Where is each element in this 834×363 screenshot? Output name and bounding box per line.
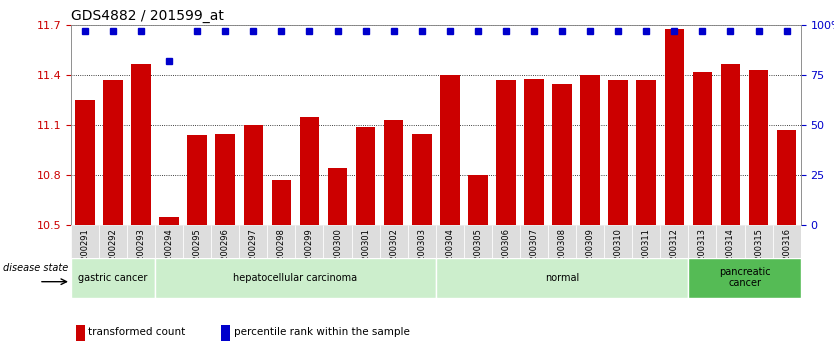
Bar (772, 225, 801, 292)
Bar (525, 79, 544, 225)
Bar (688, 258, 801, 298)
Text: GSM1200300: GSM1200300 (333, 228, 342, 284)
Bar (76, 325, 85, 341)
Text: GSM1200312: GSM1200312 (670, 228, 679, 284)
Bar (221, 325, 230, 341)
Text: normal: normal (545, 273, 579, 283)
Bar (692, 72, 712, 225)
Text: GSM1200302: GSM1200302 (389, 228, 398, 284)
Text: GSM1200295: GSM1200295 (193, 228, 202, 284)
Text: GSM1200313: GSM1200313 (698, 228, 707, 285)
Text: GSM1200298: GSM1200298 (277, 228, 286, 284)
Bar (552, 83, 572, 225)
Bar (520, 225, 548, 292)
Text: GSM1200291: GSM1200291 (80, 228, 89, 284)
Text: GSM1200309: GSM1200309 (585, 228, 595, 284)
Bar (468, 175, 488, 225)
Bar (155, 225, 183, 292)
Bar (632, 225, 661, 292)
Bar (299, 117, 319, 225)
Text: GSM1200292: GSM1200292 (108, 228, 118, 284)
Bar (131, 64, 151, 225)
Bar (688, 225, 716, 292)
Bar (604, 225, 632, 292)
Text: GSM1200308: GSM1200308 (558, 228, 566, 285)
Bar (408, 225, 435, 292)
Text: GSM1200315: GSM1200315 (754, 228, 763, 284)
Bar (776, 130, 796, 225)
Bar (464, 225, 492, 292)
Bar (188, 135, 207, 225)
Bar (608, 80, 628, 225)
Bar (75, 100, 95, 225)
Text: GSM1200303: GSM1200303 (417, 228, 426, 285)
Bar (576, 225, 604, 292)
Text: GDS4882 / 201599_at: GDS4882 / 201599_at (71, 9, 224, 23)
Bar (356, 127, 375, 225)
Bar (295, 225, 324, 292)
Text: gastric cancer: gastric cancer (78, 273, 148, 283)
Text: GSM1200299: GSM1200299 (305, 228, 314, 284)
Bar (183, 225, 211, 292)
Text: GSM1200301: GSM1200301 (361, 228, 370, 284)
Bar (268, 225, 295, 292)
Bar (159, 217, 179, 225)
Bar (435, 258, 688, 298)
Bar (721, 64, 741, 225)
Bar (749, 70, 768, 225)
Bar (127, 225, 155, 292)
Bar (412, 134, 431, 225)
Text: GSM1200296: GSM1200296 (221, 228, 229, 284)
Bar (71, 225, 99, 292)
Text: GSM1200293: GSM1200293 (137, 228, 146, 284)
Bar (548, 225, 576, 292)
Text: pancreatic
cancer: pancreatic cancer (719, 267, 771, 289)
Bar (496, 80, 515, 225)
Bar (352, 225, 379, 292)
Bar (272, 180, 291, 225)
Bar (103, 80, 123, 225)
Bar (99, 225, 127, 292)
Text: transformed count: transformed count (88, 327, 186, 337)
Bar (665, 29, 684, 225)
Bar (636, 80, 656, 225)
Bar (244, 125, 264, 225)
Text: disease state: disease state (3, 263, 68, 273)
Text: percentile rank within the sample: percentile rank within the sample (234, 327, 409, 337)
Bar (716, 225, 745, 292)
Text: GSM1200307: GSM1200307 (530, 228, 539, 285)
Bar (71, 258, 155, 298)
Bar (492, 225, 520, 292)
Bar (435, 225, 464, 292)
Text: GSM1200294: GSM1200294 (164, 228, 173, 284)
Bar (211, 225, 239, 292)
Bar (580, 75, 600, 225)
Text: GSM1200306: GSM1200306 (501, 228, 510, 285)
Text: GSM1200311: GSM1200311 (642, 228, 651, 284)
Bar (661, 225, 688, 292)
Text: GSM1200297: GSM1200297 (249, 228, 258, 284)
Bar (215, 134, 235, 225)
Bar (379, 225, 408, 292)
Text: GSM1200316: GSM1200316 (782, 228, 791, 285)
Text: GSM1200310: GSM1200310 (614, 228, 623, 284)
Bar (239, 225, 268, 292)
Bar (328, 168, 347, 225)
Text: GSM1200314: GSM1200314 (726, 228, 735, 284)
Bar (155, 258, 435, 298)
Text: GSM1200305: GSM1200305 (474, 228, 482, 284)
Bar (324, 225, 352, 292)
Text: GSM1200304: GSM1200304 (445, 228, 455, 284)
Text: hepatocellular carcinoma: hepatocellular carcinoma (234, 273, 358, 283)
Bar (440, 75, 460, 225)
Bar (384, 120, 404, 225)
Bar (745, 225, 772, 292)
